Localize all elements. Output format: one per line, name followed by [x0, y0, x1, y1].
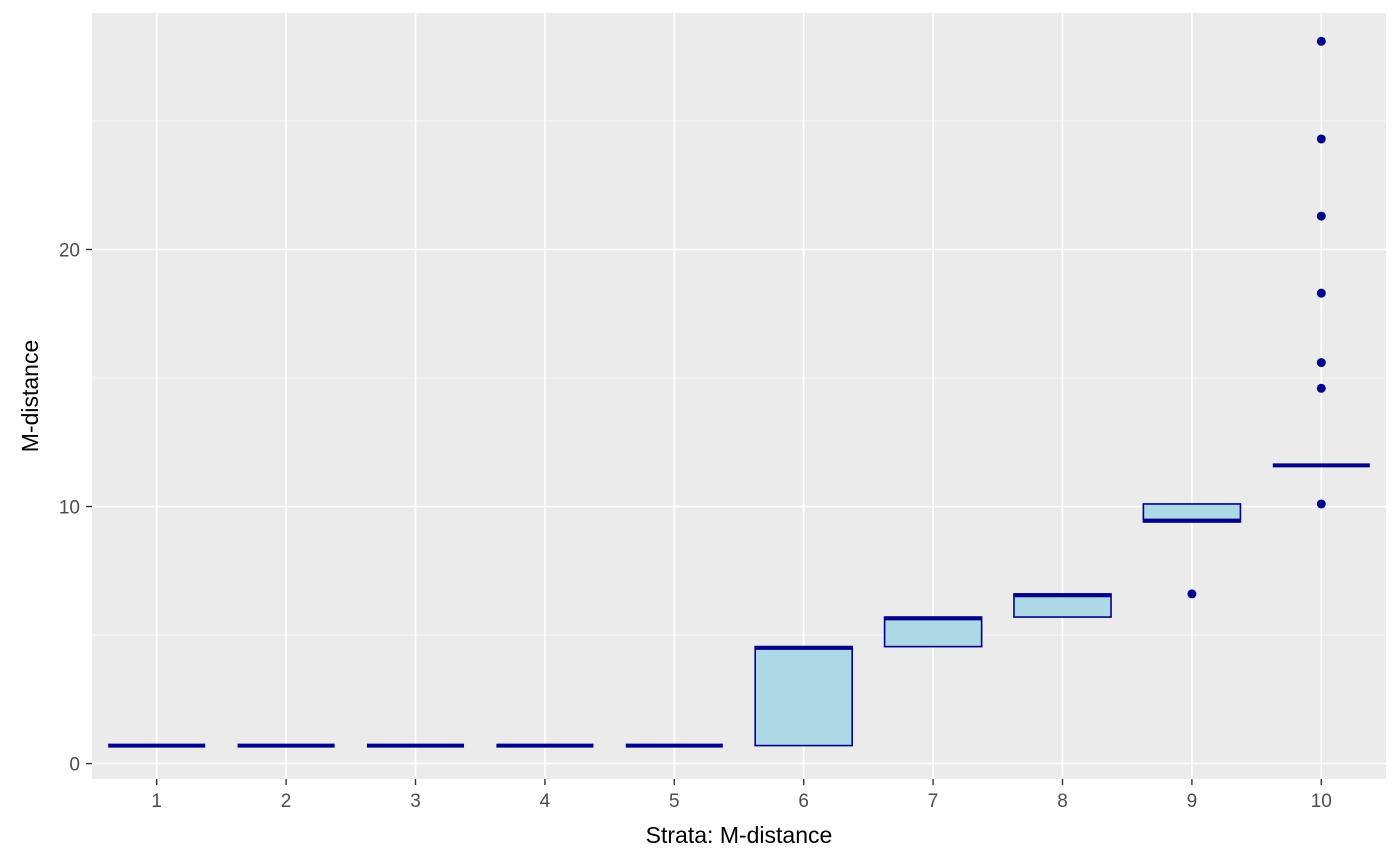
- outlier-point: [1316, 383, 1326, 393]
- x-tick-label: 2: [281, 791, 292, 812]
- outlier-point: [1316, 211, 1326, 221]
- x-tick-label: 4: [540, 791, 551, 812]
- x-axis-title: Strata: M-distance: [646, 822, 833, 848]
- grid-minor: [92, 120, 1386, 636]
- box-7: [883, 616, 983, 648]
- outlier-point: [1316, 288, 1326, 298]
- x-tick-label: 3: [410, 791, 421, 812]
- x-axis: 1 2 3 4 5 6 7 8 9 10: [151, 779, 1332, 812]
- x-tick-label: 6: [798, 791, 809, 812]
- x-tick-label: 9: [1187, 791, 1198, 812]
- x-tick-label: 5: [669, 791, 680, 812]
- box-9: [1142, 503, 1242, 523]
- y-axis: 0 10 20: [59, 240, 92, 776]
- y-tick-label: 0: [69, 755, 80, 776]
- outlier-point: [1316, 134, 1326, 144]
- outlier-point: [1316, 358, 1326, 368]
- plot-panel: [92, 13, 1386, 779]
- y-tick-label: 10: [59, 498, 80, 519]
- x-tick-label: 1: [151, 791, 162, 812]
- outlier-point: [1316, 36, 1326, 46]
- outlier-point: [1187, 589, 1197, 599]
- x-tick-label: 7: [928, 791, 939, 812]
- outliers-layer: [1187, 36, 1326, 599]
- box-iqr: [1013, 593, 1112, 618]
- y-axis-title: M-distance: [17, 340, 43, 452]
- y-tick-label: 20: [59, 240, 80, 261]
- box-iqr: [883, 616, 983, 648]
- outlier-point: [1316, 499, 1326, 509]
- x-tick-label: 10: [1311, 791, 1332, 812]
- boxes-layer: [108, 463, 1370, 748]
- box-iqr: [754, 645, 854, 747]
- x-tick-label: 8: [1057, 791, 1068, 812]
- box-6: [754, 645, 854, 747]
- box-8: [1013, 593, 1112, 618]
